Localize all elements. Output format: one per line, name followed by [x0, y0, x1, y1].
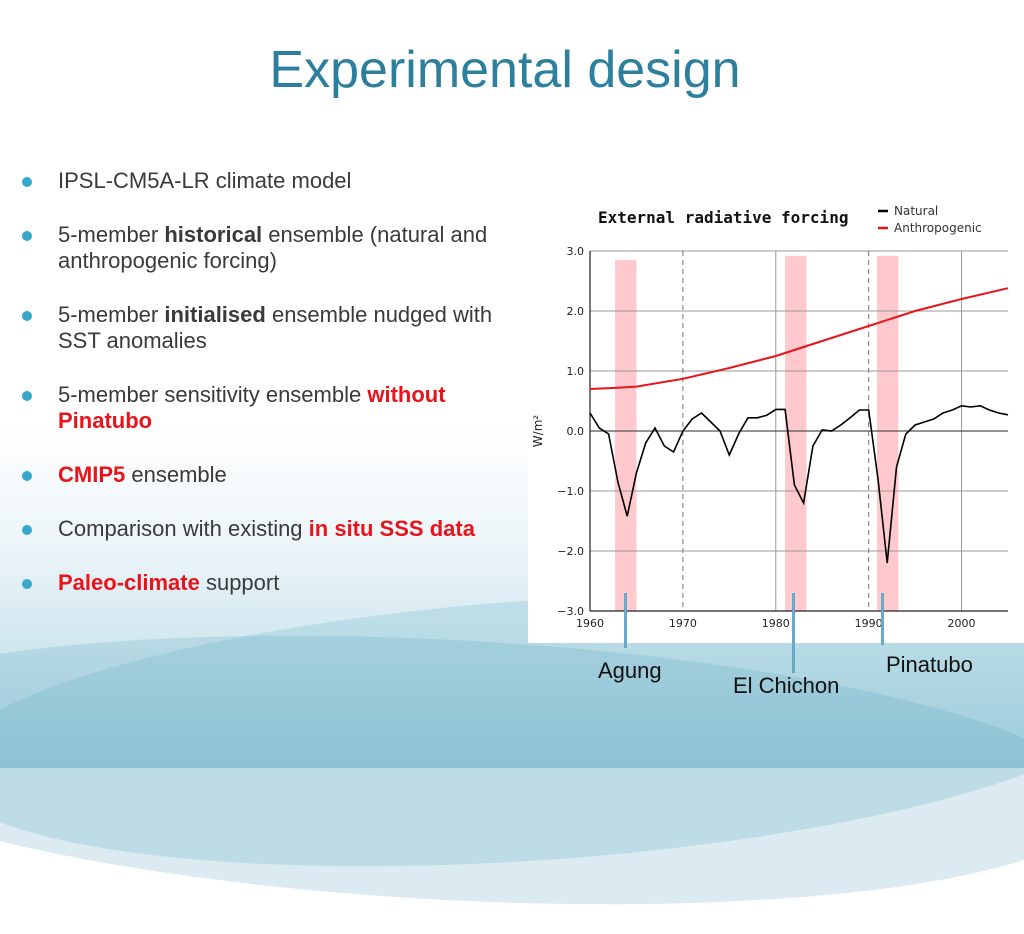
y-tick-label: 2.0: [567, 305, 585, 318]
chart-panel: 3.0 2.0 1.0 0.0 −1.0 −2.0 −3.0 1960 1970 1980 1990…: [528, 195, 1024, 643]
y-axis-label: W/m²: [531, 415, 545, 448]
bullet-emphasis: initialised: [164, 302, 266, 327]
bullet-text: ensemble: [125, 462, 227, 487]
eruption-band: [615, 260, 637, 611]
el-chichon-label: El Chichon: [733, 673, 840, 698]
bullet-emphasis: historical: [164, 222, 263, 247]
legend-label: Anthropogenic: [894, 221, 982, 235]
agung-connector: [624, 593, 627, 648]
bullet-dot: [22, 231, 32, 241]
bullet-text: ensemble (natural and anthropogenic forc…: [58, 222, 488, 273]
x-tick-label: 1980: [762, 617, 790, 630]
agung-label: Agung: [598, 658, 662, 683]
y-tick-label: −2.0: [557, 545, 584, 558]
legend-label: Natural: [894, 204, 938, 218]
el-chichon-connector: [792, 593, 795, 673]
bullet-text: IPSL-CM5A-LR climate model: [58, 168, 352, 193]
bullet-text: support: [199, 570, 280, 595]
bullet-item: 5-member historical ensemble (natural an…: [22, 222, 522, 274]
pinatubo-connector: [881, 593, 884, 645]
bullet-dot: [22, 391, 32, 401]
y-tick-label: 1.0: [567, 365, 585, 378]
chart-title: External radiative forcing: [598, 208, 848, 227]
bullet-text: 5-member: [58, 222, 165, 247]
y-tick-label: 0.0: [567, 425, 585, 438]
bullet-dot: [22, 579, 32, 589]
slide-title: Experimental design: [269, 41, 741, 99]
bullet-item: Paleo-climate support: [22, 570, 522, 596]
y-tick-label: 3.0: [567, 245, 585, 258]
eruption-band: [785, 255, 807, 612]
bullet-item: 5-member initialised ensemble nudged wit…: [22, 302, 522, 354]
series-line-anthropogenic: [589, 287, 1009, 390]
bullet-text: Comparison with existing: [58, 516, 309, 541]
bullet-dot: [22, 525, 32, 535]
y-tick-label: −3.0: [557, 605, 584, 618]
bullet-highlight: Paleo-climate: [58, 570, 200, 595]
bullet-item: 5-member sensitivity ensemble without Pi…: [22, 382, 522, 434]
bullet-text: 5-member sensitivity ensemble: [58, 382, 368, 407]
bullet-list: IPSL-CM5A-LR climate model 5-member hist…: [22, 168, 522, 624]
bullet-item: Comparison with existing in situ SSS dat…: [22, 516, 522, 542]
pinatubo-label: Pinatubo: [886, 652, 973, 677]
bullet-text: 5-member: [58, 302, 165, 327]
bullet-dot: [22, 311, 32, 321]
bullet-text: ensemble nudged with SST anomalies: [58, 302, 493, 353]
y-tick-label: −1.0: [557, 485, 584, 498]
x-tick-label: 1960: [576, 617, 604, 630]
bullet-highlight: in situ SSS data: [308, 516, 475, 541]
bullet-dot: [22, 471, 32, 481]
bullet-item: IPSL-CM5A-LR climate model: [22, 168, 522, 194]
x-tick-label: 2000: [948, 617, 976, 630]
series-line-natural: [589, 404, 1009, 564]
x-tick-label: 1990: [855, 617, 883, 630]
bullet-highlight: CMIP5: [58, 462, 126, 487]
bullet-dot: [22, 177, 32, 187]
bullet-item: CMIP5 ensemble: [22, 462, 522, 488]
bullet-highlight: without Pinatubo: [58, 382, 446, 433]
x-tick-label: 1970: [669, 617, 697, 630]
